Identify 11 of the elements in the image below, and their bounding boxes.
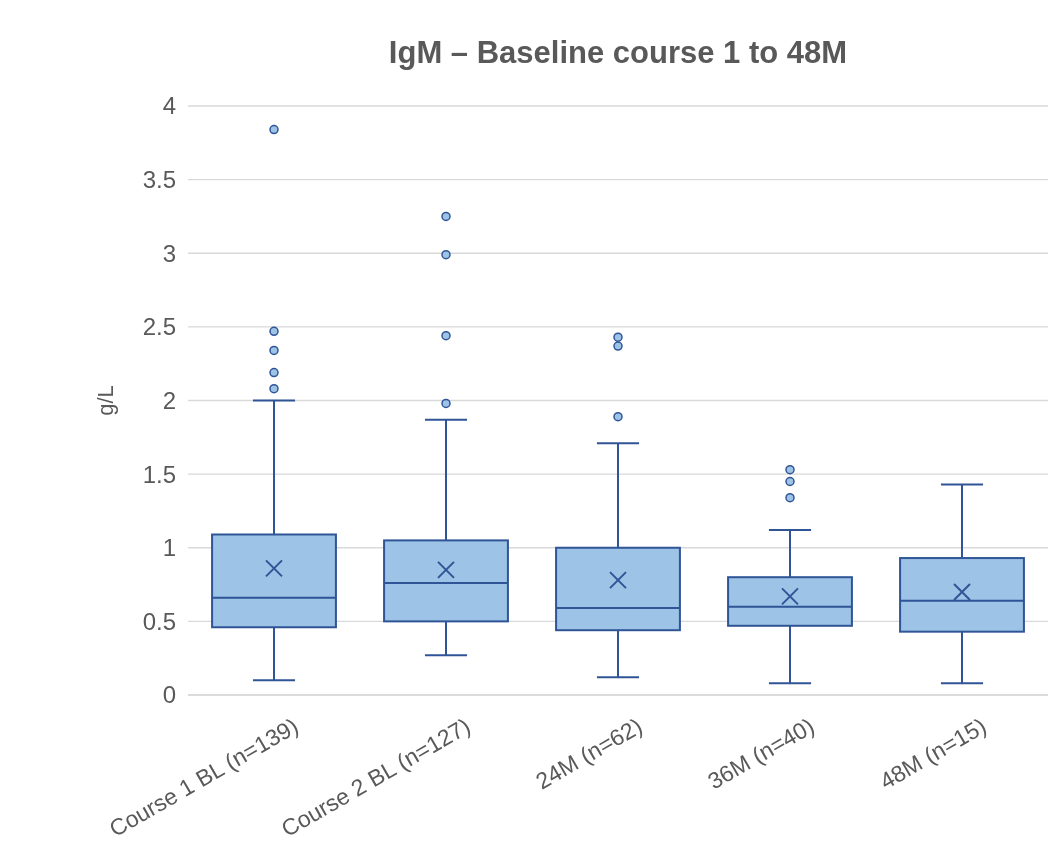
y-tick-label: 2 (162, 386, 176, 414)
y-tick-label: 4 (162, 92, 176, 120)
y-tick-label: 0.5 (142, 607, 176, 635)
y-tick-label: 3.5 (142, 166, 176, 194)
y-axis-title: g/L (93, 385, 118, 416)
y-tick-label: 0 (162, 681, 176, 709)
y-tick-label: 2.5 (142, 313, 176, 341)
y-tick-label: 1 (162, 534, 176, 562)
chart-title: IgM – Baseline course 1 to 48M (388, 35, 848, 70)
y-tick-label: 1.5 (142, 460, 176, 488)
y-tick-label: 3 (162, 239, 176, 267)
